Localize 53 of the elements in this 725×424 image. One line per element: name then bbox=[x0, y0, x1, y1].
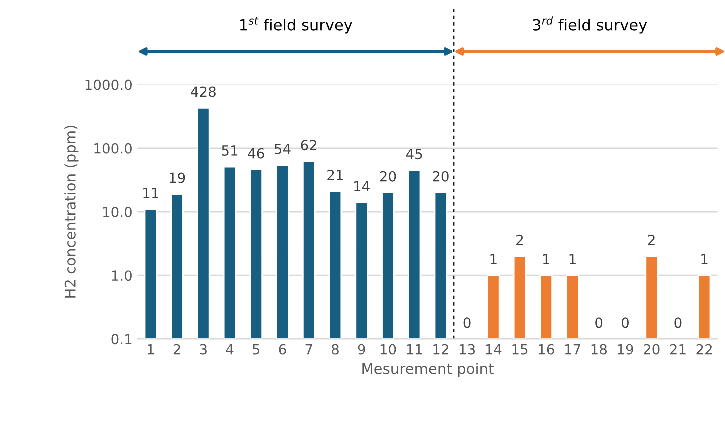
x-tick-label: 12 bbox=[434, 344, 448, 355]
y-tick-label: 10.0 bbox=[103, 206, 132, 218]
x-tick-label: 8 bbox=[332, 344, 339, 355]
data-label: 1 bbox=[702, 254, 708, 264]
x-tick-label: 2 bbox=[174, 344, 180, 355]
x-tick-label: 3 bbox=[200, 344, 207, 355]
data-label: 20 bbox=[433, 171, 449, 182]
x-tick-label: 15 bbox=[512, 344, 528, 355]
x-tick-label: 18 bbox=[592, 344, 607, 355]
data-label: 1 bbox=[490, 254, 497, 264]
x-tick-label: 9 bbox=[358, 344, 366, 355]
data-label: 2 bbox=[648, 234, 655, 246]
data-label: 14 bbox=[354, 181, 370, 192]
data-label: 20 bbox=[380, 171, 396, 182]
data-label: 46 bbox=[248, 148, 264, 159]
x-tick-label: 4 bbox=[226, 344, 234, 355]
data-label: 51 bbox=[222, 146, 238, 156]
x-tick-label: 14 bbox=[486, 344, 502, 355]
data-label: 21 bbox=[328, 170, 344, 180]
x-tick-label: 20 bbox=[644, 344, 660, 355]
x-tick-label: 1 bbox=[148, 344, 154, 355]
data-label: 1 bbox=[543, 254, 550, 264]
y-axis-title: H2 concentration (ppm) bbox=[64, 126, 79, 298]
data-label: 62 bbox=[301, 140, 317, 151]
data-label: 1 bbox=[570, 254, 576, 264]
data-label: 2 bbox=[516, 234, 524, 246]
y-tick-label: 1000.0 bbox=[86, 80, 132, 90]
text: 0 bbox=[596, 318, 603, 328]
x-tick-label: 17 bbox=[565, 344, 580, 355]
y-tick-label: 100.0 bbox=[94, 143, 132, 154]
data-label: 11 bbox=[144, 188, 158, 198]
x-tick-label: 10 bbox=[380, 344, 396, 355]
y-tick-label: 0.1 bbox=[112, 334, 132, 345]
data-label: 54 bbox=[274, 144, 291, 154]
x-tick-label: 11 bbox=[407, 344, 422, 355]
text: 1$^{st}$ field survey bbox=[240, 17, 352, 34]
data-label: 428 bbox=[191, 86, 216, 98]
x-tick-label: 16 bbox=[539, 344, 554, 355]
x-tick-label: 19 bbox=[618, 344, 634, 355]
x-axis-title: Mesurement point bbox=[362, 363, 494, 378]
x-tick-label: 6 bbox=[279, 344, 286, 355]
text: 0 bbox=[622, 318, 629, 328]
data-label: 19 bbox=[170, 172, 186, 184]
x-tick-label: 22 bbox=[696, 344, 712, 355]
x-tick-label: 21 bbox=[670, 344, 686, 355]
text: 0 bbox=[674, 318, 682, 328]
x-tick-label: 13 bbox=[460, 344, 476, 355]
text: 0 bbox=[464, 318, 471, 328]
x-tick-label: 7 bbox=[306, 344, 312, 355]
y-tick-label: 1.0 bbox=[112, 270, 132, 282]
text: 3$^{rd}$ field survey bbox=[533, 16, 648, 34]
data-label: 45 bbox=[406, 149, 422, 160]
x-tick-label: 5 bbox=[253, 344, 260, 355]
